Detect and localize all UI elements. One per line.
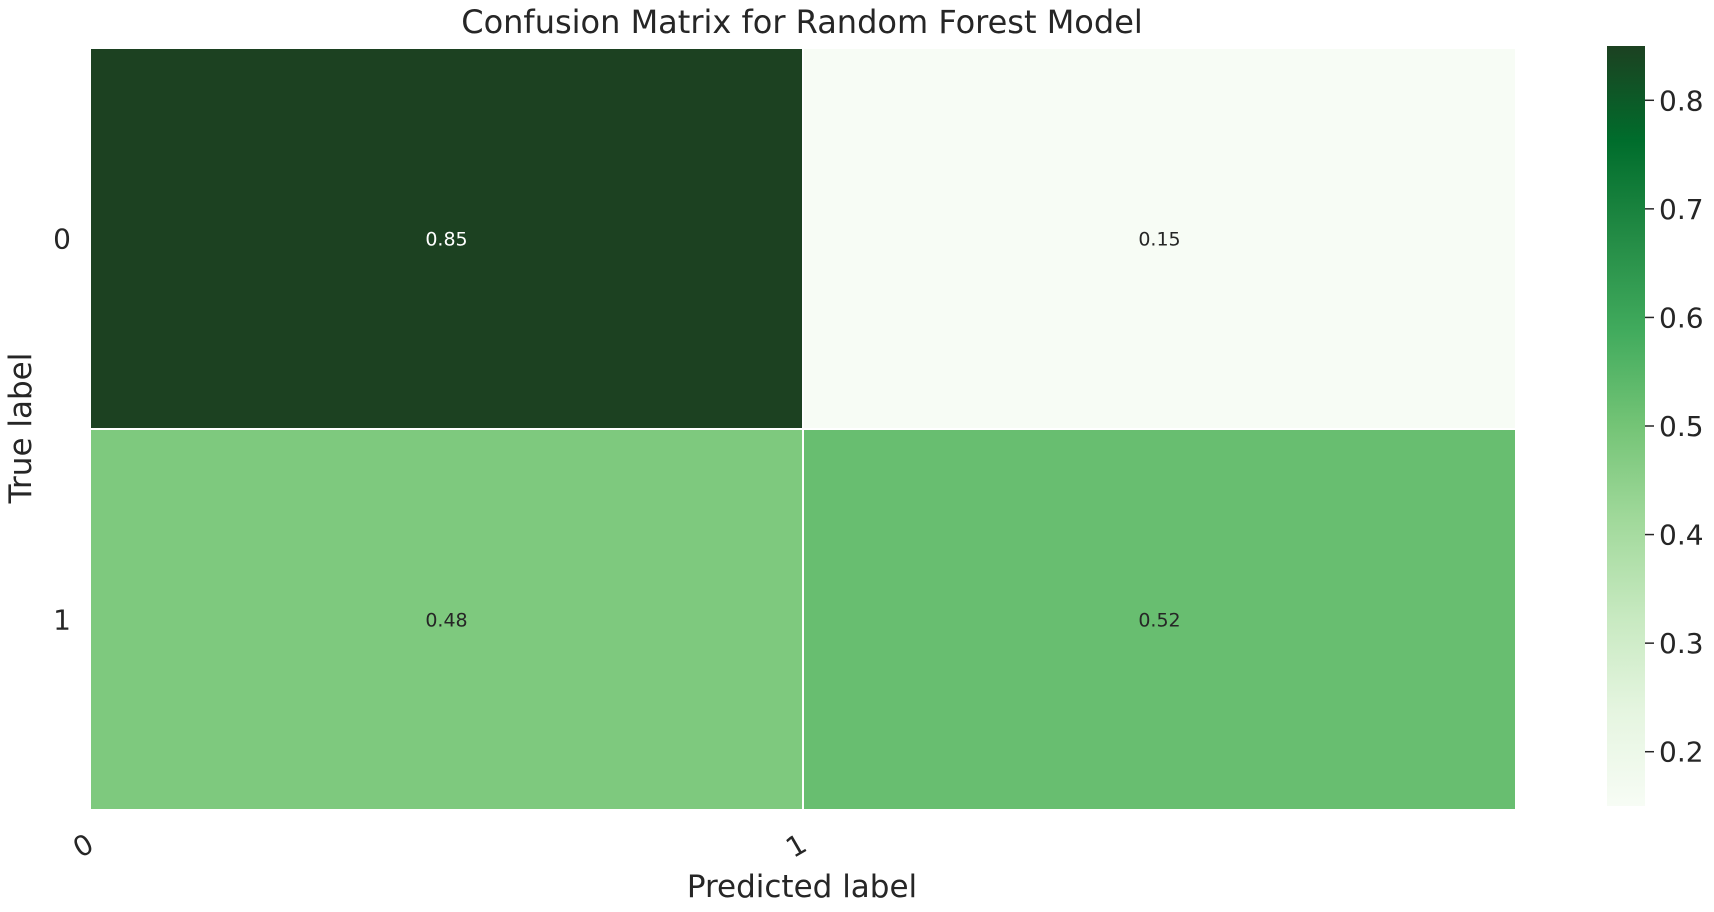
y-axis-ticks: 01 (53, 223, 71, 637)
colorbar-tick-label: 0.4 (1659, 519, 1704, 552)
x-tick-label: 1 (780, 827, 812, 864)
y-tick-label: 0 (53, 223, 71, 256)
chart-title: Confusion Matrix for Random Forest Model (461, 3, 1143, 41)
x-tick-label: 0 (67, 827, 99, 864)
colorbar-ticks: 0.2 0.3 0.4 0.5 0.6 0.7 0.8 (1645, 84, 1704, 769)
cell-annotation: 0.48 (425, 610, 467, 632)
heatmap-grid: 0.85 0.15 0.48 0.52 (89, 47, 1517, 811)
colorbar (1607, 46, 1645, 806)
heatmap-cell (89, 47, 804, 430)
colorbar-tick-label: 0.7 (1659, 193, 1704, 226)
cell-annotation: 0.85 (425, 229, 467, 251)
colorbar-tick-label: 0.3 (1659, 627, 1704, 660)
colorbar-tick-label: 0.8 (1659, 84, 1704, 117)
colorbar-tick-label: 0.6 (1659, 301, 1704, 334)
colorbar-tick-label: 0.5 (1659, 410, 1704, 443)
heatmap-cell (802, 47, 1517, 430)
cell-annotation: 0.15 (1138, 229, 1180, 251)
heatmap-cell (89, 428, 804, 811)
y-axis-label: True label (3, 353, 39, 505)
colorbar-tick-label: 0.2 (1659, 736, 1704, 769)
heatmap-cell (802, 428, 1517, 811)
x-axis-label: Predicted label (687, 869, 917, 905)
cell-annotation: 0.52 (1138, 610, 1180, 632)
y-tick-label: 1 (53, 604, 71, 637)
